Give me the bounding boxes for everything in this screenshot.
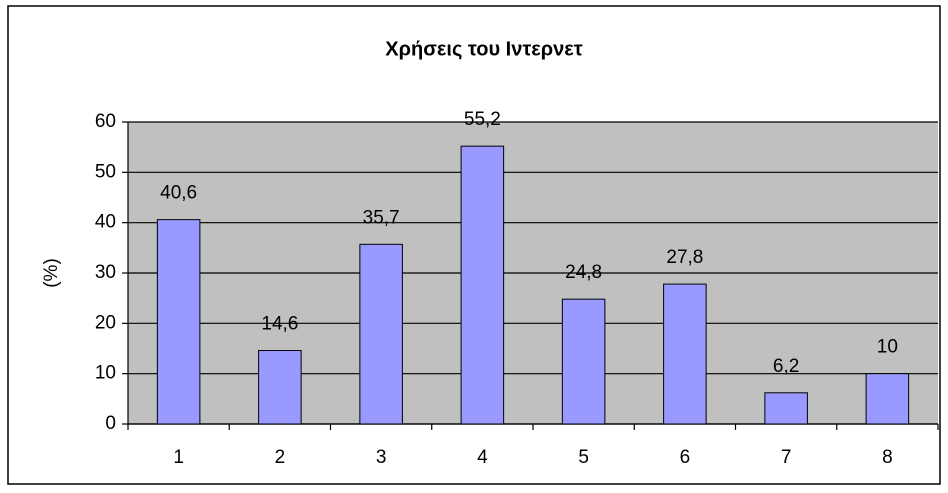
- bar: [156, 219, 201, 425]
- data-label: 40,6: [160, 183, 197, 204]
- x-tick-label: 7: [781, 447, 792, 468]
- data-label: 10: [877, 337, 898, 358]
- bar: [561, 298, 606, 425]
- x-tick-label: 6: [680, 447, 691, 468]
- y-tick-label: 10: [95, 363, 116, 384]
- data-label: 14,6: [261, 314, 298, 335]
- bar: [764, 392, 808, 425]
- data-label: 24,8: [565, 262, 602, 283]
- bar: [663, 283, 707, 425]
- bar: [258, 350, 302, 425]
- x-tick-label: 5: [578, 447, 589, 468]
- data-label: 6,2: [773, 356, 799, 377]
- chart-title: Χρήσεις του Ιντερνετ: [385, 38, 582, 60]
- y-tick-label: 50: [95, 161, 116, 182]
- y-tick-label: 40: [95, 212, 116, 233]
- x-tick-label: 8: [882, 447, 893, 468]
- y-tick-label: 0: [105, 413, 116, 434]
- data-label: 35,7: [363, 207, 400, 228]
- x-tick-label: 4: [477, 447, 488, 468]
- x-tick-label: 1: [173, 447, 184, 468]
- y-tick-label: 60: [95, 111, 116, 132]
- data-label: 55,2: [464, 109, 501, 130]
- y-axis-label: (%): [41, 258, 62, 288]
- bar: [865, 373, 910, 425]
- bar: [460, 145, 505, 425]
- x-tick-label: 3: [376, 447, 387, 468]
- y-tick-label: 30: [95, 262, 116, 283]
- bar: [359, 243, 403, 425]
- y-tick-label: 20: [95, 312, 116, 333]
- data-label: 27,8: [666, 247, 703, 268]
- x-tick-label: 2: [275, 447, 286, 468]
